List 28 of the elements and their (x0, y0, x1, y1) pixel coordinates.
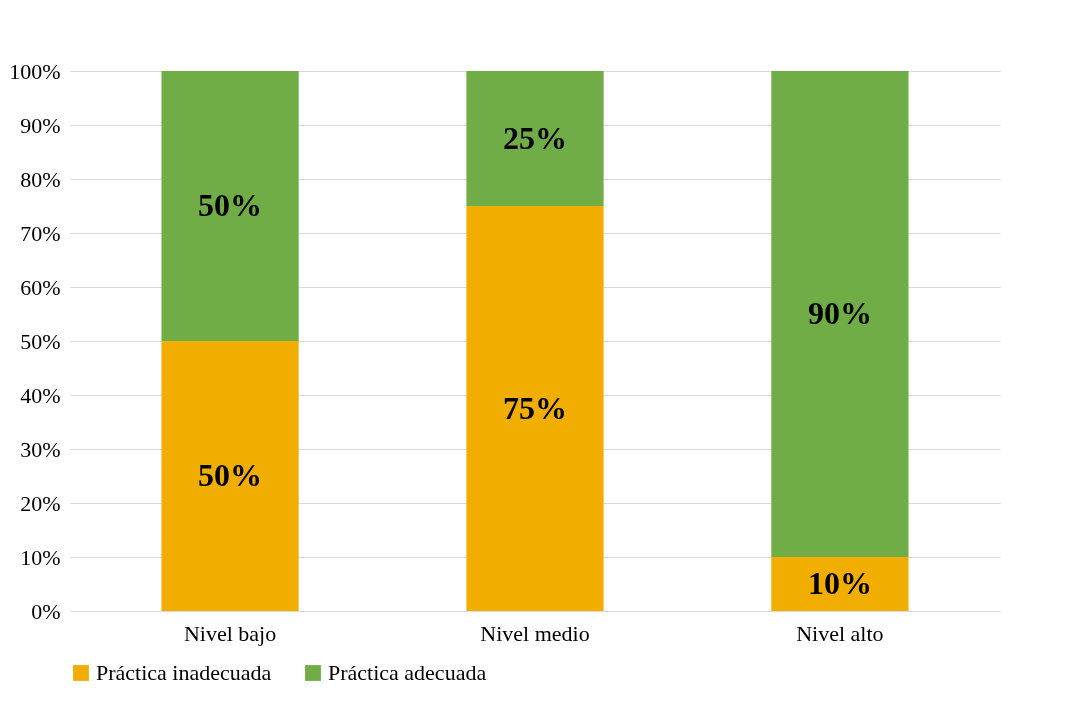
data-label: 10% (807, 565, 872, 601)
x-tick-label: Nivel medio (480, 620, 590, 646)
y-tick-label: 90% (20, 112, 61, 138)
bar (161, 71, 299, 341)
y-tick-label: 20% (20, 490, 61, 516)
y-tick-label: 70% (20, 220, 61, 246)
y-tick-label: 50% (20, 328, 61, 354)
y-tick-label: 80% (20, 166, 61, 192)
legend-label: Práctica adecuada (328, 660, 487, 685)
data-label: 25% (503, 119, 567, 156)
y-tick-label: 10% (20, 544, 61, 570)
legend-label: Práctica inadecuada (96, 660, 272, 685)
bar (771, 557, 909, 611)
data-label: 50% (198, 457, 263, 493)
y-tick-label: 40% (20, 382, 61, 408)
y-tick-label: 100% (9, 58, 61, 84)
bar (466, 71, 604, 206)
bar (771, 71, 909, 557)
bar (161, 341, 299, 611)
y-tick-label: 0% (31, 598, 61, 624)
x-tick-label: Nivel bajo (183, 620, 277, 646)
bar (466, 206, 604, 611)
y-tick-label: 30% (20, 436, 61, 462)
y-tick-label: 60% (20, 274, 61, 300)
data-label: 50% (198, 187, 263, 223)
x-tick-label: Nivel alto (796, 620, 884, 646)
data-label: 75% (503, 389, 567, 426)
data-label: 90% (807, 295, 872, 331)
